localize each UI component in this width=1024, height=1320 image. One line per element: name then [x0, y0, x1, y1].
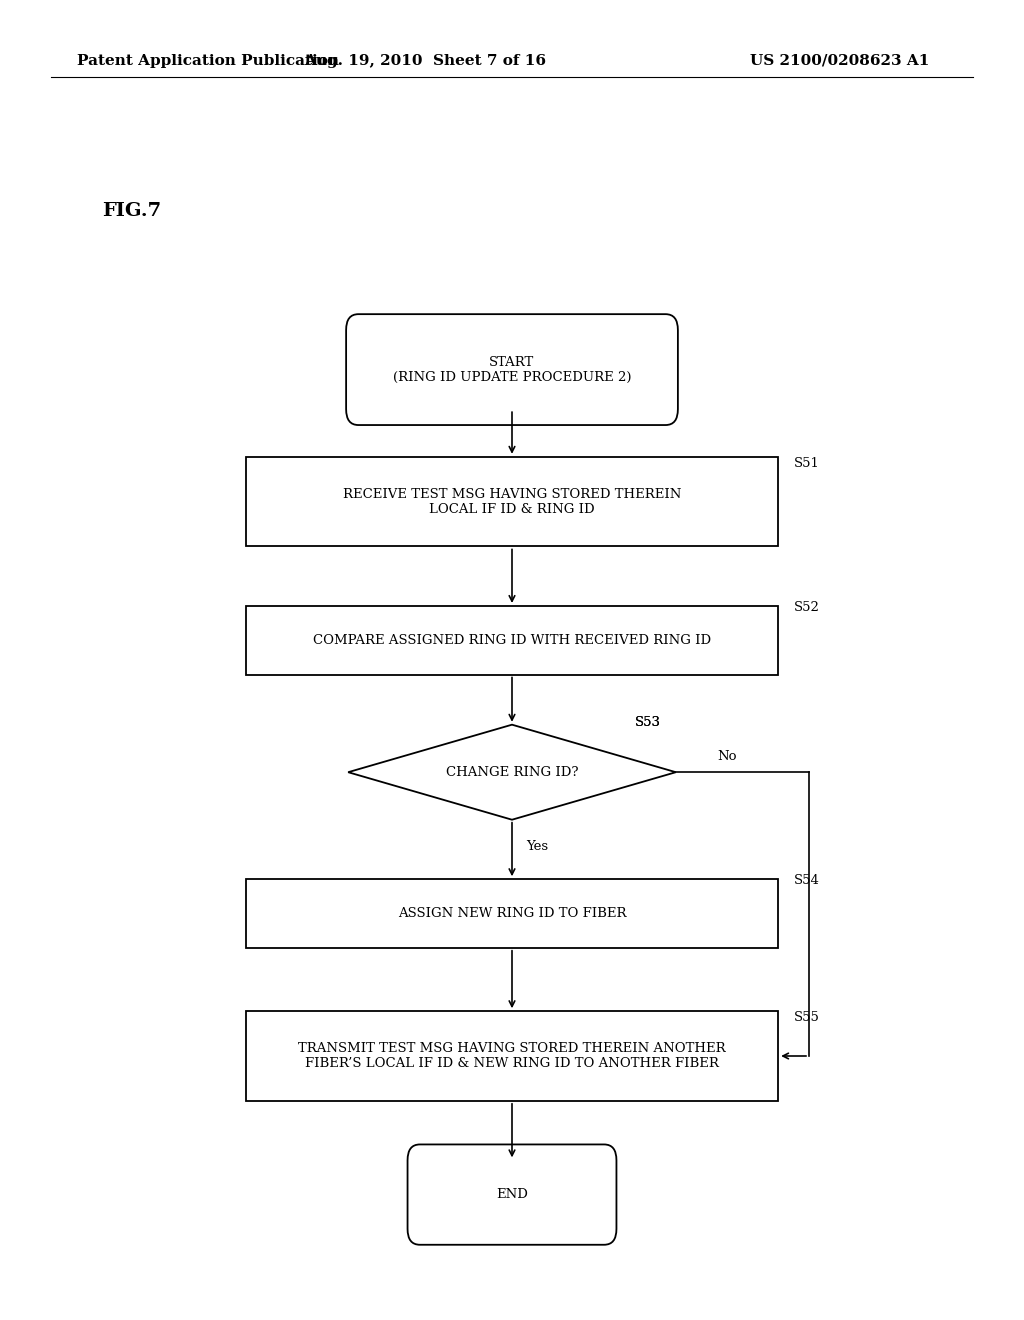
Bar [246, 457, 778, 546]
Text: Yes: Yes [526, 840, 549, 853]
Text: ASSIGN NEW RING ID TO FIBER: ASSIGN NEW RING ID TO FIBER [397, 907, 627, 920]
Text: S55: S55 [794, 1011, 819, 1024]
Text: CHANGE RING ID?: CHANGE RING ID? [445, 766, 579, 779]
Text: S53: S53 [635, 715, 660, 729]
Bar [246, 606, 778, 675]
Text: COMPARE ASSIGNED RING ID WITH RECEIVED RING ID: COMPARE ASSIGNED RING ID WITH RECEIVED R… [313, 634, 711, 647]
Text: US 2100/0208623 A1: US 2100/0208623 A1 [750, 54, 930, 67]
Bar [246, 1011, 778, 1101]
Text: No: No [717, 750, 736, 763]
Text: Aug. 19, 2010  Sheet 7 of 16: Aug. 19, 2010 Sheet 7 of 16 [304, 54, 546, 67]
Text: Patent Application Publication: Patent Application Publication [77, 54, 339, 67]
Text: S53: S53 [635, 715, 660, 729]
Bar [246, 879, 778, 948]
FancyBboxPatch shape [346, 314, 678, 425]
Text: S54: S54 [794, 874, 819, 887]
Text: END: END [496, 1188, 528, 1201]
Text: FIG.7: FIG.7 [102, 202, 162, 220]
Text: TRANSMIT TEST MSG HAVING STORED THEREIN ANOTHER
FIBER’S LOCAL IF ID & NEW RING I: TRANSMIT TEST MSG HAVING STORED THEREIN … [298, 1041, 726, 1071]
Polygon shape [348, 725, 676, 820]
Text: RECEIVE TEST MSG HAVING STORED THEREIN
LOCAL IF ID & RING ID: RECEIVE TEST MSG HAVING STORED THEREIN L… [343, 487, 681, 516]
FancyBboxPatch shape [408, 1144, 616, 1245]
Text: S51: S51 [794, 457, 819, 470]
Text: S52: S52 [794, 601, 819, 614]
Text: START
(RING ID UPDATE PROCEDURE 2): START (RING ID UPDATE PROCEDURE 2) [393, 355, 631, 384]
